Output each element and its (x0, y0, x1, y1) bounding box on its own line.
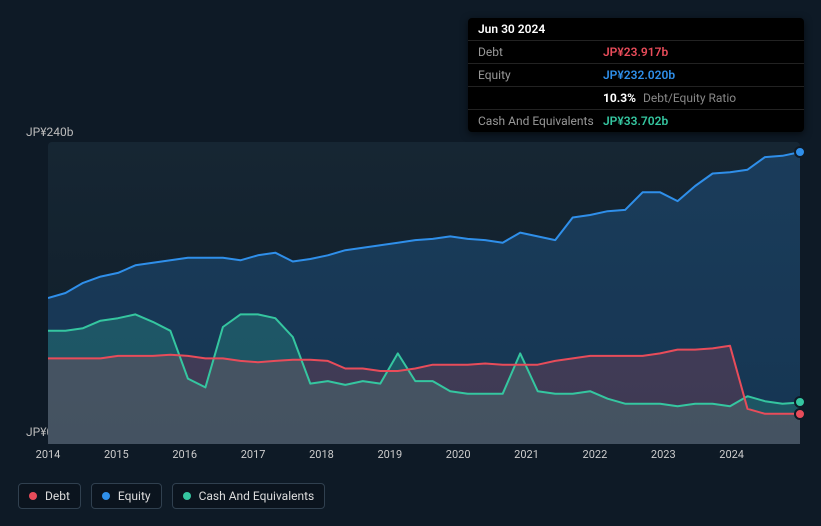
chart-tooltip: Jun 30 2024 Debt JP¥23.917b Equity JP¥23… (468, 18, 804, 132)
y-axis-max-label: JP¥240b (26, 125, 73, 139)
tooltip-debt-value: JP¥23.917b (603, 45, 668, 59)
x-tick: 2023 (651, 448, 676, 461)
tooltip-row-debt: Debt JP¥23.917b (468, 41, 804, 64)
x-tick: 2014 (36, 448, 61, 461)
x-tick: 2022 (583, 448, 608, 461)
tooltip-cash-value: JP¥33.702b (603, 114, 668, 128)
legend-item-cash[interactable]: Cash And Equivalents (172, 483, 326, 509)
tooltip-ratio-pct: 10.3% (603, 91, 636, 105)
legend-dot-debt (29, 492, 37, 500)
legend-dot-equity (102, 492, 110, 500)
chart-legend: Debt Equity Cash And Equivalents (18, 483, 325, 509)
series-end-dot-debt (794, 408, 806, 420)
x-tick: 2017 (241, 448, 266, 461)
x-axis-ticks: 2014201520162017201820192020202120222023… (48, 448, 800, 462)
x-tick: 2020 (446, 448, 471, 461)
tooltip-row-equity: Equity JP¥232.020b (468, 64, 804, 87)
chart-plot-area[interactable] (48, 142, 800, 444)
tooltip-cash-label: Cash And Equivalents (478, 114, 600, 128)
series-end-dot-cash (794, 396, 806, 408)
x-tick: 2018 (309, 448, 334, 461)
tooltip-row-ratio: 10.3% Debt/Equity Ratio (468, 87, 804, 110)
tooltip-date: Jun 30 2024 (468, 18, 804, 41)
legend-item-equity[interactable]: Equity (91, 483, 162, 509)
series-end-dot-equity (794, 146, 806, 158)
x-tick: 2016 (172, 448, 197, 461)
chart-container: Jun 30 2024 Debt JP¥23.917b Equity JP¥23… (0, 0, 821, 526)
tooltip-equity-label: Equity (478, 68, 600, 82)
legend-item-debt[interactable]: Debt (18, 483, 81, 509)
x-tick: 2015 (104, 448, 129, 461)
tooltip-equity-value: JP¥232.020b (603, 68, 675, 82)
x-tick: 2019 (377, 448, 402, 461)
x-tick: 2024 (719, 448, 744, 461)
legend-dot-cash (183, 492, 191, 500)
tooltip-ratio-label: Debt/Equity Ratio (643, 91, 736, 105)
legend-label-cash: Cash And Equivalents (199, 489, 315, 503)
legend-label-debt: Debt (45, 489, 70, 503)
tooltip-debt-label: Debt (478, 45, 600, 59)
legend-label-equity: Equity (118, 489, 151, 503)
tooltip-row-cash: Cash And Equivalents JP¥33.702b (468, 110, 804, 132)
x-tick: 2021 (514, 448, 539, 461)
